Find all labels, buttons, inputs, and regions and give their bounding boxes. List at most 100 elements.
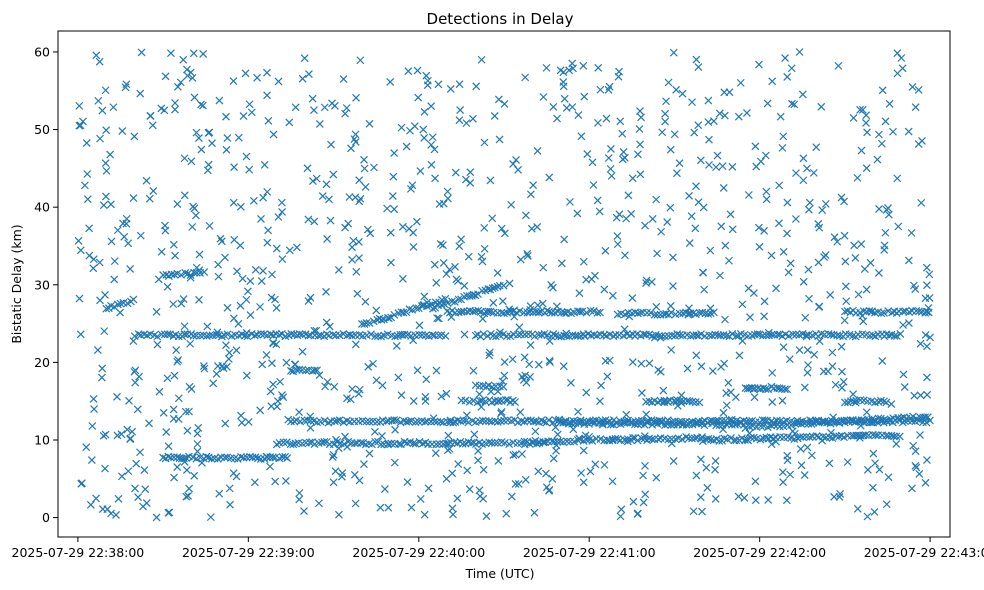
data-point	[837, 193, 846, 202]
data-point	[863, 128, 871, 137]
data-point	[797, 461, 806, 470]
data-point	[242, 371, 251, 380]
data-point	[548, 474, 557, 483]
data-point	[538, 299, 547, 308]
data-point	[807, 451, 816, 460]
data-point	[892, 440, 901, 448]
data-point	[169, 300, 178, 309]
data-point	[725, 88, 734, 97]
data-point	[661, 117, 670, 126]
data-point	[722, 389, 731, 398]
data-point	[752, 162, 761, 171]
data-point	[328, 453, 337, 461]
data-point	[232, 346, 241, 355]
data-point	[856, 105, 864, 114]
data-point	[408, 305, 417, 314]
data-point	[539, 93, 548, 101]
data-point	[697, 362, 706, 371]
data-point	[893, 69, 902, 78]
data-point	[785, 355, 794, 364]
y-tick-label: 50	[34, 122, 50, 137]
data-point	[222, 112, 230, 121]
data-point	[184, 492, 193, 500]
data-point	[75, 101, 84, 110]
data-point	[392, 416, 401, 425]
data-point	[278, 391, 286, 399]
data-point	[731, 420, 739, 429]
data-point	[907, 228, 916, 237]
data-point	[896, 330, 905, 338]
data-point	[500, 229, 509, 238]
data-point	[508, 355, 517, 364]
data-point	[180, 154, 189, 163]
data-point	[262, 351, 271, 359]
data-point	[692, 182, 700, 191]
data-point	[738, 300, 747, 309]
data-point	[264, 116, 273, 125]
data-point	[732, 331, 741, 340]
data-point	[291, 360, 300, 369]
data-point	[669, 457, 678, 466]
data-point	[910, 391, 919, 400]
data-point	[335, 416, 344, 425]
data-point	[853, 504, 862, 513]
data-point	[222, 145, 231, 154]
data-point	[287, 330, 296, 338]
data-point	[899, 307, 908, 316]
data-point	[539, 417, 548, 426]
data-point	[889, 127, 897, 136]
data-point	[194, 134, 203, 142]
data-point	[514, 480, 523, 488]
data-point	[837, 342, 846, 351]
data-point	[389, 172, 398, 181]
data-point	[78, 479, 86, 488]
data-point	[253, 454, 262, 463]
data-point	[325, 322, 334, 331]
data-point	[88, 422, 97, 430]
data-point	[746, 313, 754, 322]
data-point	[102, 192, 110, 201]
data-point	[721, 241, 730, 250]
data-point	[403, 478, 412, 486]
data-point	[804, 205, 813, 214]
data-point	[411, 418, 420, 426]
data-point	[372, 417, 381, 426]
data-point	[213, 328, 222, 337]
data-point	[242, 329, 251, 337]
data-point	[650, 310, 659, 319]
data-point	[600, 285, 609, 294]
data-point	[427, 417, 436, 426]
data-point	[744, 436, 753, 445]
data-point	[657, 227, 666, 236]
data-point	[563, 437, 571, 446]
data-point	[768, 368, 777, 377]
data-point	[706, 304, 715, 313]
data-point	[515, 323, 524, 332]
data-point	[107, 237, 116, 246]
data-point	[177, 270, 185, 279]
data-point	[85, 224, 94, 233]
data-point	[423, 76, 432, 85]
data-point	[851, 254, 860, 262]
data-point	[371, 437, 380, 446]
data-point	[696, 493, 705, 502]
data-point	[541, 438, 550, 447]
data-point	[499, 281, 508, 290]
data-point	[352, 267, 361, 276]
data-point	[100, 327, 109, 336]
data-point	[644, 418, 652, 427]
data-point	[134, 493, 143, 502]
data-point	[173, 82, 182, 91]
data-point	[421, 418, 430, 426]
data-point	[163, 374, 172, 383]
data-point	[699, 203, 708, 212]
data-point	[640, 420, 649, 429]
data-point	[691, 419, 700, 428]
data-point	[380, 485, 389, 493]
data-point	[602, 114, 611, 123]
data-point	[75, 294, 84, 303]
data-point	[256, 302, 264, 311]
data-point	[812, 143, 821, 152]
data-point	[253, 73, 262, 82]
data-point	[511, 480, 520, 488]
